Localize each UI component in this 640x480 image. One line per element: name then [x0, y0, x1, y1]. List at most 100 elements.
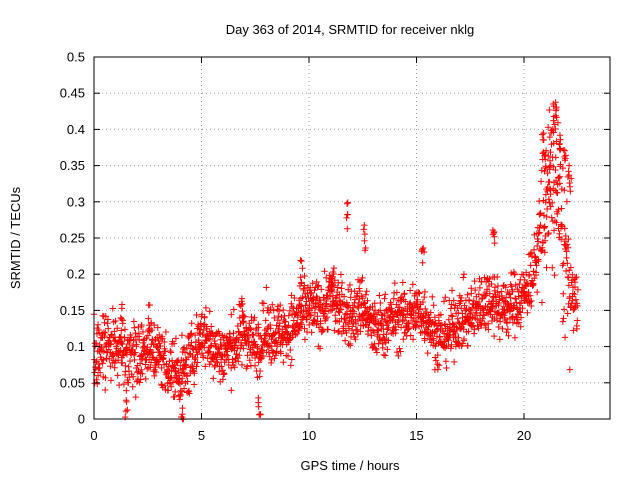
data-point: [447, 345, 455, 352]
data-point: [554, 189, 561, 197]
data-point: [91, 369, 98, 376]
data-point: [427, 309, 434, 316]
data-point: [399, 317, 406, 325]
data-point: [548, 214, 555, 221]
data-point: [171, 393, 178, 400]
data-point: [540, 212, 548, 219]
data-point: [555, 174, 563, 182]
data-point: [557, 236, 565, 243]
x-tick-label: 15: [409, 428, 423, 443]
data-point: [440, 298, 448, 305]
data-point: [556, 140, 563, 148]
data-point: [393, 289, 401, 296]
data-point: [368, 332, 375, 339]
data-point: [129, 383, 136, 390]
data-point: [545, 229, 552, 237]
data-point: [117, 333, 125, 341]
data-point: [395, 352, 402, 360]
data-point: [507, 269, 515, 277]
data-point: [119, 359, 126, 366]
data-point: [208, 323, 215, 330]
data-point: [297, 257, 304, 264]
data-point: [553, 105, 560, 113]
data-point: [144, 365, 151, 372]
data-point: [336, 309, 343, 316]
data-point: [377, 307, 384, 314]
data-point: [571, 291, 578, 298]
data-point: [547, 148, 554, 156]
data-point: [265, 309, 273, 317]
data-point: [271, 355, 278, 362]
data-point: [409, 281, 417, 288]
data-point: [535, 258, 542, 265]
data-point: [380, 325, 387, 333]
x-ticks: 0 5 10 15 20: [90, 57, 531, 443]
data-point: [393, 348, 401, 356]
data-point: [262, 331, 269, 339]
data-point: [121, 334, 128, 341]
data-point: [118, 338, 126, 345]
data-point: [364, 297, 371, 304]
data-point: [389, 317, 396, 324]
data-point: [139, 370, 146, 378]
data-point: [255, 394, 262, 402]
data-point: [560, 306, 568, 313]
data-point: [147, 359, 155, 366]
data-point: [330, 264, 338, 272]
data-point: [561, 147, 568, 154]
data-point: [430, 337, 437, 344]
data-point: [228, 387, 235, 394]
data-point: [175, 367, 182, 375]
data-point: [459, 340, 466, 347]
data-point: [178, 332, 186, 339]
data-point: [299, 294, 306, 301]
data-point: [536, 197, 543, 205]
data-point: [211, 340, 219, 348]
data-point: [540, 129, 547, 137]
data-point: [136, 336, 143, 344]
data-point: [517, 314, 525, 321]
data-point: [568, 175, 575, 182]
data-point: [190, 381, 198, 388]
data-point: [479, 315, 486, 322]
data-point: [546, 157, 554, 164]
data-point: [541, 224, 548, 231]
data-point: [432, 357, 440, 364]
data-point: [126, 357, 134, 365]
data-point: [470, 322, 477, 329]
data-point: [550, 227, 558, 234]
data-point: [334, 284, 341, 291]
data-point: [489, 303, 496, 310]
data-point: [177, 391, 184, 398]
data-point: [257, 411, 264, 418]
data-point: [502, 309, 509, 317]
data-point: [288, 303, 296, 311]
data-point: [421, 335, 428, 342]
data-point: [288, 300, 295, 307]
data-point: [486, 275, 493, 283]
data-point: [154, 324, 162, 331]
data-point: [484, 320, 492, 327]
data-point: [375, 326, 382, 334]
data-point: [159, 335, 166, 342]
data-point: [300, 286, 307, 294]
data-point: [124, 406, 131, 414]
data-points: [90, 99, 582, 423]
data-point: [383, 331, 390, 338]
data-point: [140, 351, 147, 358]
data-point: [307, 311, 315, 319]
data-point: [189, 345, 196, 352]
data-point: [544, 230, 552, 238]
data-point: [107, 363, 114, 370]
data-point: [344, 225, 351, 232]
data-point: [448, 312, 455, 319]
data-point: [434, 351, 441, 359]
data-point: [359, 295, 366, 302]
data-point: [488, 280, 495, 288]
data-point: [270, 307, 277, 314]
data-point: [460, 271, 468, 278]
data-point: [507, 300, 515, 307]
data-point: [214, 359, 221, 366]
data-point: [250, 331, 257, 339]
data-point: [440, 330, 448, 337]
